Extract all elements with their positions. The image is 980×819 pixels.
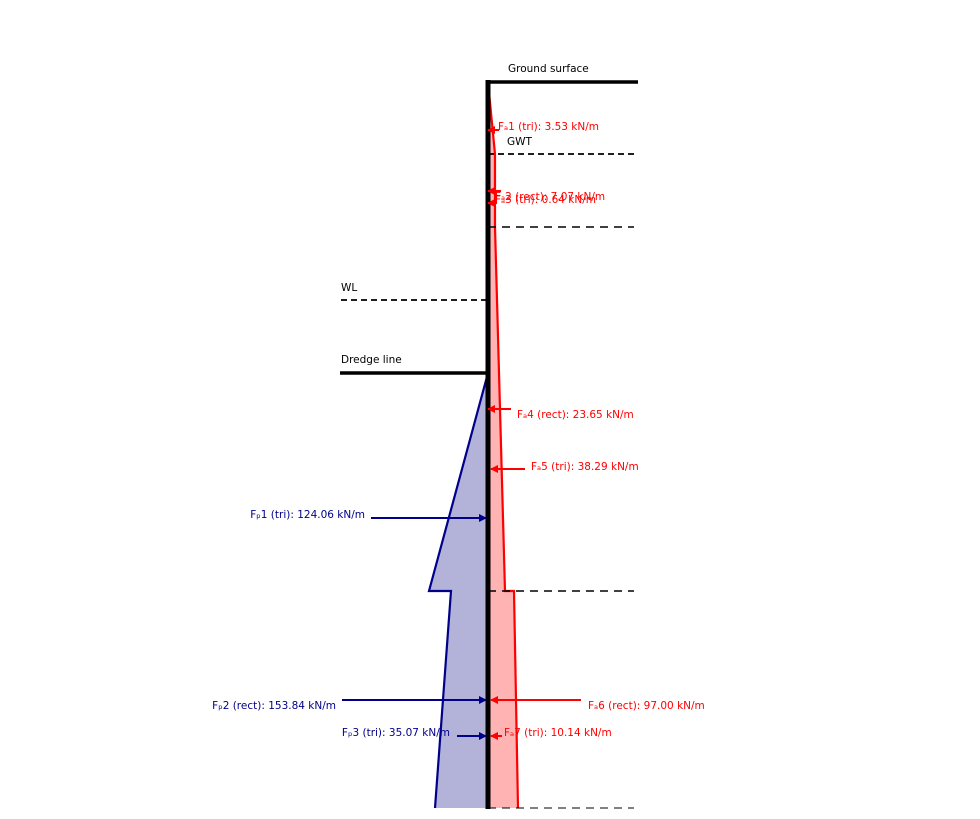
fa3-label: Fₐ3 (tri): 0.64 kN/m [495, 194, 596, 206]
fa2-label: Fₐ2 (rect): 7.07 kN/m [495, 191, 605, 203]
fa1-label: Fₐ1 (tri): 3.53 kN/m [498, 121, 599, 133]
fp3-label: Fₚ3 (tri): 35.07 kN/m [342, 727, 450, 739]
fa6-label: Fₐ6 (rect): 97.00 kN/m [588, 700, 705, 712]
fa5-label: Fₐ5 (tri): 38.29 kN/m [531, 461, 639, 473]
fa7-label: Fₐ7 (tri): 10.14 kN/m [504, 727, 612, 739]
wl-label: WL [341, 282, 357, 294]
fp1-label: Fₚ1 (tri): 124.06 kN/m [250, 509, 365, 521]
gwt-label: GWT [507, 136, 533, 148]
dredge-line-label: Dredge line [341, 354, 402, 366]
ground-surface-label: Ground surface [508, 63, 589, 75]
fa4-label: Fₐ4 (rect): 23.65 kN/m [517, 409, 634, 421]
fp2-label: Fₚ2 (rect): 153.84 kN/m [212, 700, 336, 712]
